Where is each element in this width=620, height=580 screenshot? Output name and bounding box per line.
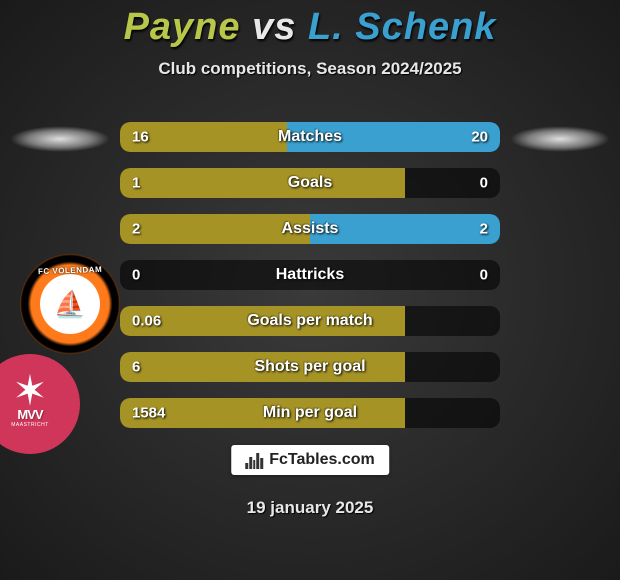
stat-label: Hattricks <box>120 266 500 284</box>
stat-label: Shots per goal <box>120 358 500 376</box>
stat-row: 00Hattricks <box>120 260 500 290</box>
comparison-title: Payne vs L. Schenk <box>0 0 620 49</box>
vs-label: vs <box>252 6 296 48</box>
player1-name: Payne <box>124 6 241 48</box>
team-left-label: FC VOLENDAM <box>38 265 102 276</box>
team-right-glyph: ✶ <box>12 376 47 405</box>
team-right-sublabel: MAASTRICHT <box>11 422 49 428</box>
stat-label: Min per goal <box>120 404 500 422</box>
stat-row: 1584Min per goal <box>120 398 500 428</box>
crest-shadow-left <box>10 126 110 152</box>
stat-label: Goals per match <box>120 312 500 330</box>
team-crest-right: ✶ MVV MAASTRICHT <box>0 354 80 454</box>
crest-shadow-right <box>510 126 610 152</box>
stat-row: 10Goals <box>120 168 500 198</box>
stat-label: Matches <box>120 128 500 146</box>
player2-name: L. Schenk <box>308 6 497 48</box>
stat-row: 22Assists <box>120 214 500 244</box>
date-label: 19 january 2025 <box>0 498 620 518</box>
stat-row: 0.06Goals per match <box>120 306 500 336</box>
team-right-label: MVV <box>17 407 42 422</box>
fctables-link[interactable]: FcTables.com <box>231 445 389 475</box>
team-crest-left: FC VOLENDAM ⛵ <box>20 254 120 354</box>
stat-row: 1620Matches <box>120 122 500 152</box>
fctables-label: FcTables.com <box>269 451 375 469</box>
bar-chart-icon <box>245 451 263 469</box>
stat-bars: 1620Matches 10Goals 22Assists 00Hattricks 0.… <box>120 122 500 444</box>
stat-label: Goals <box>120 174 500 192</box>
team-left-glyph: ⛵ <box>40 274 100 334</box>
stat-label: Assists <box>120 220 500 238</box>
subtitle: Club competitions, Season 2024/2025 <box>0 59 620 79</box>
stat-row: 6Shots per goal <box>120 352 500 382</box>
